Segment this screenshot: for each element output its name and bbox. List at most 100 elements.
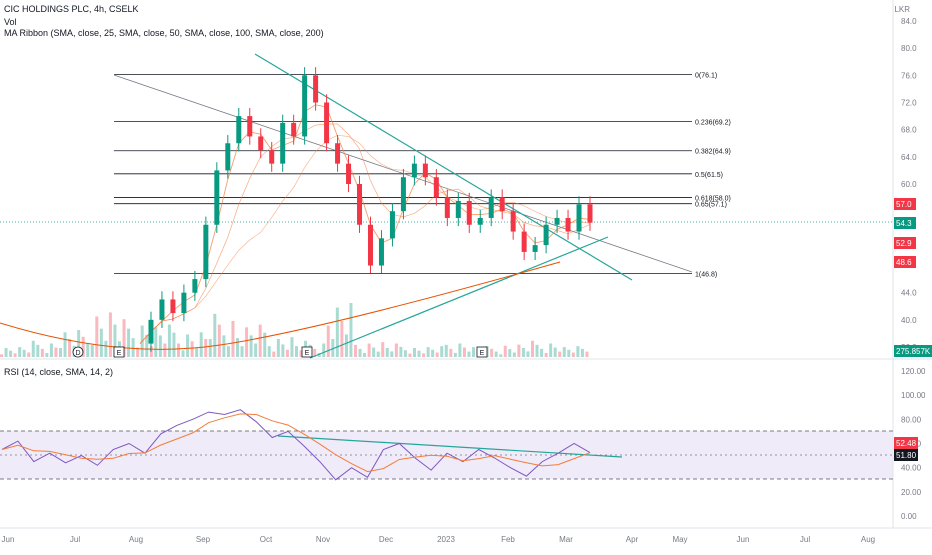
volume-bar: [313, 348, 317, 357]
rsi-lines: [1, 409, 591, 481]
rsi-tick-label: 40.00: [901, 464, 922, 473]
price-pane[interactable]: [0, 0, 893, 358]
volume-bar: [372, 347, 376, 357]
candle-body: [411, 163, 417, 178]
volume-bar: [167, 324, 171, 357]
support-trend-line: [309, 236, 609, 359]
rsi-badge: [894, 449, 918, 461]
volume-bars: [0, 303, 589, 357]
volume-bar: [104, 340, 108, 357]
legend-rsi-row: RSI (14, close, SMA, 14, 2): [4, 367, 117, 377]
candle-body: [499, 197, 505, 212]
volume-bar: [376, 351, 380, 357]
candle-body: [159, 299, 165, 320]
volume-bar: [490, 348, 494, 357]
price-tick-label: 72.0: [901, 99, 917, 108]
price-tick-label: 40.0: [901, 316, 917, 325]
volume-bar: [181, 350, 185, 357]
volume-bar: [59, 348, 62, 357]
x-tick-label: Aug: [129, 535, 143, 544]
volume-bar: [22, 349, 26, 357]
rsi-badge: [894, 437, 918, 449]
x-tick-label: Jul: [800, 535, 810, 544]
rsi-tick-label: 80.00: [901, 415, 922, 424]
volume-bar: [108, 312, 112, 357]
price-badge-label: 57.0: [896, 200, 912, 209]
volume-bar: [517, 344, 521, 357]
rsi-label[interactable]: RSI (14, close, SMA, 14, 2): [4, 367, 114, 377]
event-marker-label: E: [480, 350, 485, 357]
fib-level-label: 0(76.1): [695, 73, 717, 80]
candle-body: [455, 200, 461, 218]
candle-body: [346, 163, 352, 184]
price-tick-label: 44.0: [901, 289, 917, 298]
dividend-marker: [72, 346, 84, 358]
candle-body: [236, 116, 242, 144]
x-tick-label: Aug: [861, 535, 875, 544]
candle-body: [400, 177, 406, 212]
volume-bar: [177, 343, 180, 357]
volume-bar: [81, 336, 85, 357]
volume-bar: [521, 348, 525, 357]
volume-bar: [158, 335, 162, 357]
volume-bar: [417, 350, 421, 357]
volume-bar: [249, 335, 253, 357]
volume-bar: [90, 344, 94, 357]
volume-bar: [326, 325, 330, 357]
ma-200-line: [0, 261, 561, 350]
rsi-ma-line: [1, 413, 591, 473]
candle-body: [170, 299, 176, 314]
price-tick-label: 68.0: [901, 126, 917, 135]
candle-body: [280, 122, 286, 164]
volume-bar: [562, 347, 566, 357]
price-candles[interactable]: [148, 67, 593, 352]
price-tick-label: 60.0: [901, 180, 917, 189]
price-badge-label: 275.857K: [896, 347, 931, 356]
volume-label[interactable]: Vol: [4, 17, 17, 27]
volume-bar: [290, 337, 294, 357]
price-badge: [894, 237, 916, 249]
rsi-tick-label: 120.00: [901, 367, 926, 376]
rsi-badge-label: 52.48: [896, 439, 917, 448]
volume-bar: [272, 351, 276, 357]
price-badge-label: 52.9: [896, 239, 912, 248]
time-axis[interactable]: Jun Jul Aug Sep Oct Nov Dec 2023 Feb Mar Apr May Jun…: [2, 535, 876, 544]
volume-bar: [508, 349, 512, 357]
price-badge-label: 48.6: [896, 258, 912, 267]
volume-bar: [127, 328, 131, 357]
volume-bar: [36, 344, 40, 357]
price-axis[interactable]: 84.080.076.072.068.064.060.044.040.036.0: [901, 17, 917, 352]
symbol-title[interactable]: CIC HOLDINGS PLC, 4h, CSELK: [4, 4, 139, 14]
volume-bar: [399, 346, 403, 357]
ma-ribbon-label[interactable]: MA Ribbon (SMA, close, 25, SMA, close, 5…: [4, 28, 324, 38]
volume-bar: [358, 348, 362, 357]
volume-bar: [195, 348, 199, 357]
event-marker-label: E: [117, 350, 122, 357]
x-tick-label: May: [672, 535, 687, 544]
x-tick-label: Dec: [379, 535, 393, 544]
candle-body: [433, 177, 439, 198]
volume-bar: [449, 348, 453, 357]
volume-bar: [226, 346, 230, 357]
candle-body: [357, 184, 363, 225]
fib-level-label: 0.618(58.0): [695, 196, 731, 203]
volume-bar: [63, 332, 67, 357]
volume-bar: [526, 351, 530, 357]
volume-bar: [240, 346, 244, 357]
x-tick-label: Jun: [737, 535, 750, 544]
candle-body: [389, 211, 395, 239]
volume-bar: [231, 321, 235, 357]
currency-label: LKR: [894, 5, 910, 14]
volume-bar: [535, 344, 539, 357]
volume-bar: [344, 334, 348, 357]
candle-body: [488, 197, 494, 218]
volume-bar: [27, 352, 31, 357]
volume-bar: [172, 332, 176, 357]
event-markers[interactable]: ED E E: [72, 346, 488, 358]
volume-bar: [467, 351, 471, 357]
x-tick-label: Sep: [196, 535, 211, 544]
volume-bar: [340, 321, 344, 357]
legend-volume-row: Vol: [4, 17, 21, 27]
